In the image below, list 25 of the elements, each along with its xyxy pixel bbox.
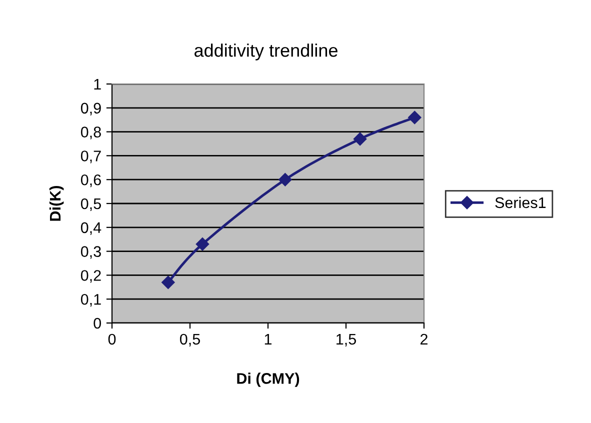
y-axis-title: Di(K) xyxy=(49,186,64,221)
y-tick-label: 0,1 xyxy=(80,294,101,307)
legend-label: Series1 xyxy=(495,196,546,208)
x-tick-label: 0,5 xyxy=(180,334,200,346)
point xyxy=(408,110,422,124)
y-tick-label: 1 xyxy=(94,79,101,90)
point xyxy=(353,132,367,146)
y-tick-label: 0,3 xyxy=(80,246,101,259)
x-tick-label: 0 xyxy=(108,334,116,345)
point xyxy=(278,173,292,186)
y-tick-label: 0 xyxy=(94,318,101,329)
point xyxy=(162,276,175,289)
x-tick-label: 1,5 xyxy=(336,334,356,346)
x-tick-label: 2 xyxy=(420,334,428,344)
y-tick-label: 0,7 xyxy=(80,150,101,164)
x-axis-title: Di (CMY) xyxy=(237,372,300,387)
y-tick-label: 0,4 xyxy=(80,222,102,235)
x-tick-label: 1 xyxy=(264,334,272,344)
point xyxy=(196,238,210,251)
y-tick-label: 0,8 xyxy=(80,126,101,140)
y-tick-label: 0,2 xyxy=(80,270,101,283)
chart-title: additivity trendline xyxy=(194,44,338,60)
y-tick-label: 0,6 xyxy=(80,174,101,188)
y-tick-label: 0,9 xyxy=(80,102,101,116)
y-tick-label: 0,5 xyxy=(80,198,101,211)
